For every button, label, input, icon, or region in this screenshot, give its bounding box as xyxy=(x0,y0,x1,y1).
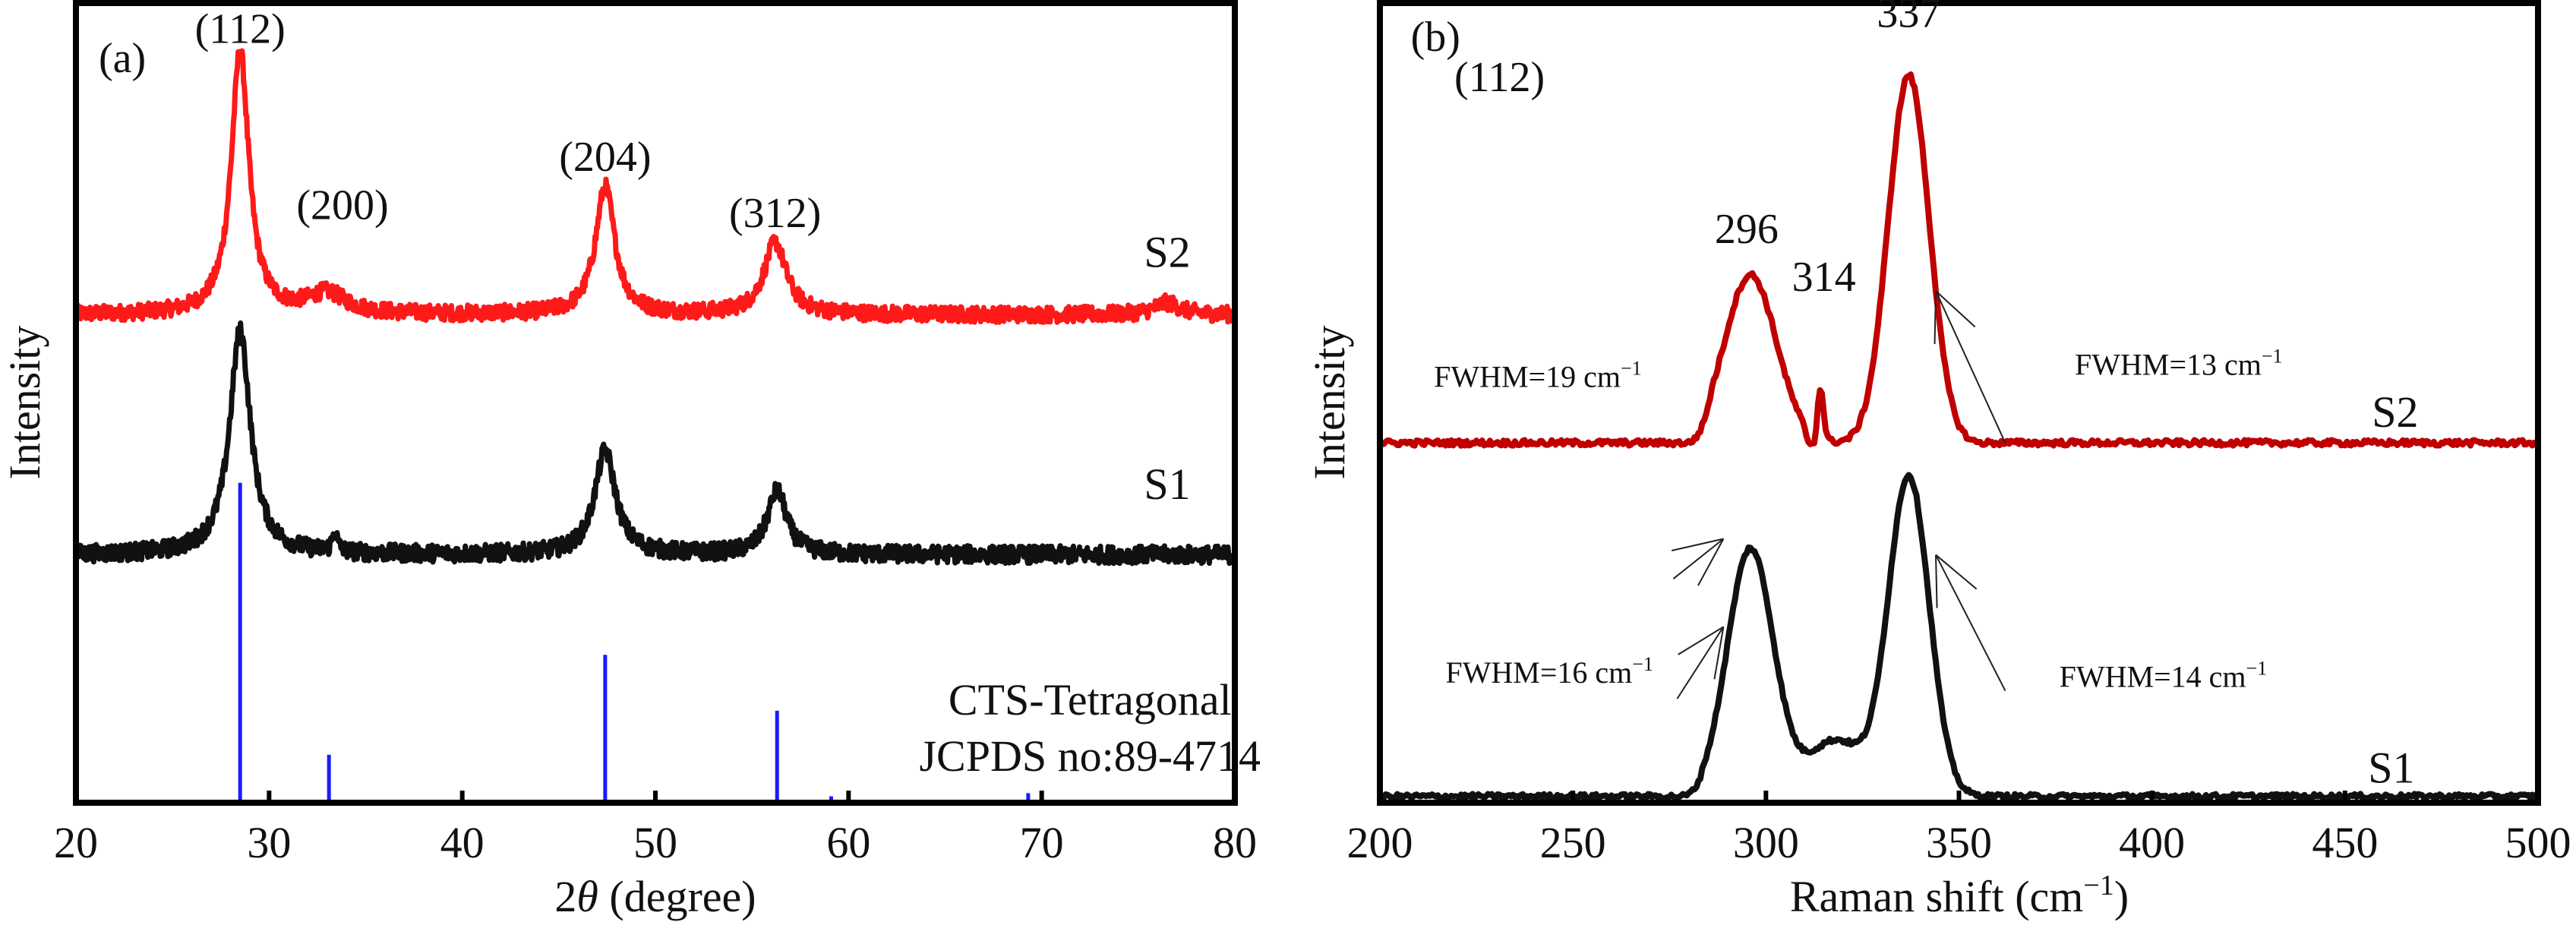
fwhm-pointer xyxy=(1935,554,2006,692)
x-tick-label: 60 xyxy=(826,818,870,867)
sample-label: S2 xyxy=(2372,387,2418,437)
series-s2-line xyxy=(73,48,1236,325)
fwhm-label: FWHM=13 cm−1 xyxy=(2075,346,2283,382)
fwhm-pointer xyxy=(1676,626,1725,699)
x-tick-label: 200 xyxy=(1347,818,1413,867)
sample-label: S1 xyxy=(1144,459,1190,509)
x-tick-label: 250 xyxy=(1540,818,1606,867)
panel-label: (b) xyxy=(1411,14,1460,61)
panel-b-ylabel: Intensity xyxy=(1305,326,1354,480)
sample-label: S1 xyxy=(2368,743,2414,793)
x-tick-label: 30 xyxy=(247,818,291,867)
panel-b-xlabel: Raman shift (cm−1) xyxy=(1790,870,2129,921)
x-tick-label: 40 xyxy=(440,818,485,867)
panel-a-xlabel: 2θ (degree) xyxy=(554,872,756,921)
panel-b-raman: 200 250 300 350 400 450 500 (b)(112) 337 296 314 F… xyxy=(1305,0,2571,921)
x-tick-label: 350 xyxy=(1926,818,1992,867)
x-tick-label: 20 xyxy=(54,818,98,867)
peak-label: (112) xyxy=(1454,54,1545,101)
reference-label: JCPDS no:89-4714 xyxy=(919,731,1261,781)
fwhm-pointer xyxy=(1934,290,2006,444)
series-s2-line xyxy=(1378,71,2541,449)
peak-label: (312) xyxy=(729,190,821,237)
x-tick-label: 450 xyxy=(2312,818,2378,867)
x-tick-label: 300 xyxy=(1733,818,1799,867)
fwhm-label: FWHM=16 cm−1 xyxy=(1445,653,1653,690)
x-tick-label: 400 xyxy=(2119,818,2185,867)
x-tick-label: 50 xyxy=(633,818,677,867)
sample-label: S2 xyxy=(1144,227,1190,276)
fwhm-label: FWHM=19 cm−1 xyxy=(1434,357,1642,393)
series-s1-line xyxy=(73,320,1236,567)
peak-label: (200) xyxy=(296,182,388,229)
x-tick-label: 70 xyxy=(1020,818,1064,867)
panel-a-xrd: 20 30 40 50 60 70 80 (a) (112) (200) (204) (312) S2… xyxy=(0,0,1261,921)
peak-label: (204) xyxy=(559,134,651,181)
peak-label: 314 xyxy=(1792,254,1856,301)
panel-a-ylabel: Intensity xyxy=(0,326,49,480)
peak-label: 296 xyxy=(1715,206,1779,253)
peak-label: 337 xyxy=(1877,0,1940,37)
fwhm-pointer xyxy=(1671,538,1725,586)
panel-label: (a) xyxy=(99,35,146,82)
reference-label: CTS-Tetragonal xyxy=(949,675,1232,725)
fwhm-label: FWHM=14 cm−1 xyxy=(2060,657,2268,693)
series-s1-line xyxy=(1378,472,2540,802)
peak-label: (112) xyxy=(195,6,286,53)
x-tick-label: 500 xyxy=(2505,818,2571,867)
x-tick-label: 80 xyxy=(1213,818,1257,867)
